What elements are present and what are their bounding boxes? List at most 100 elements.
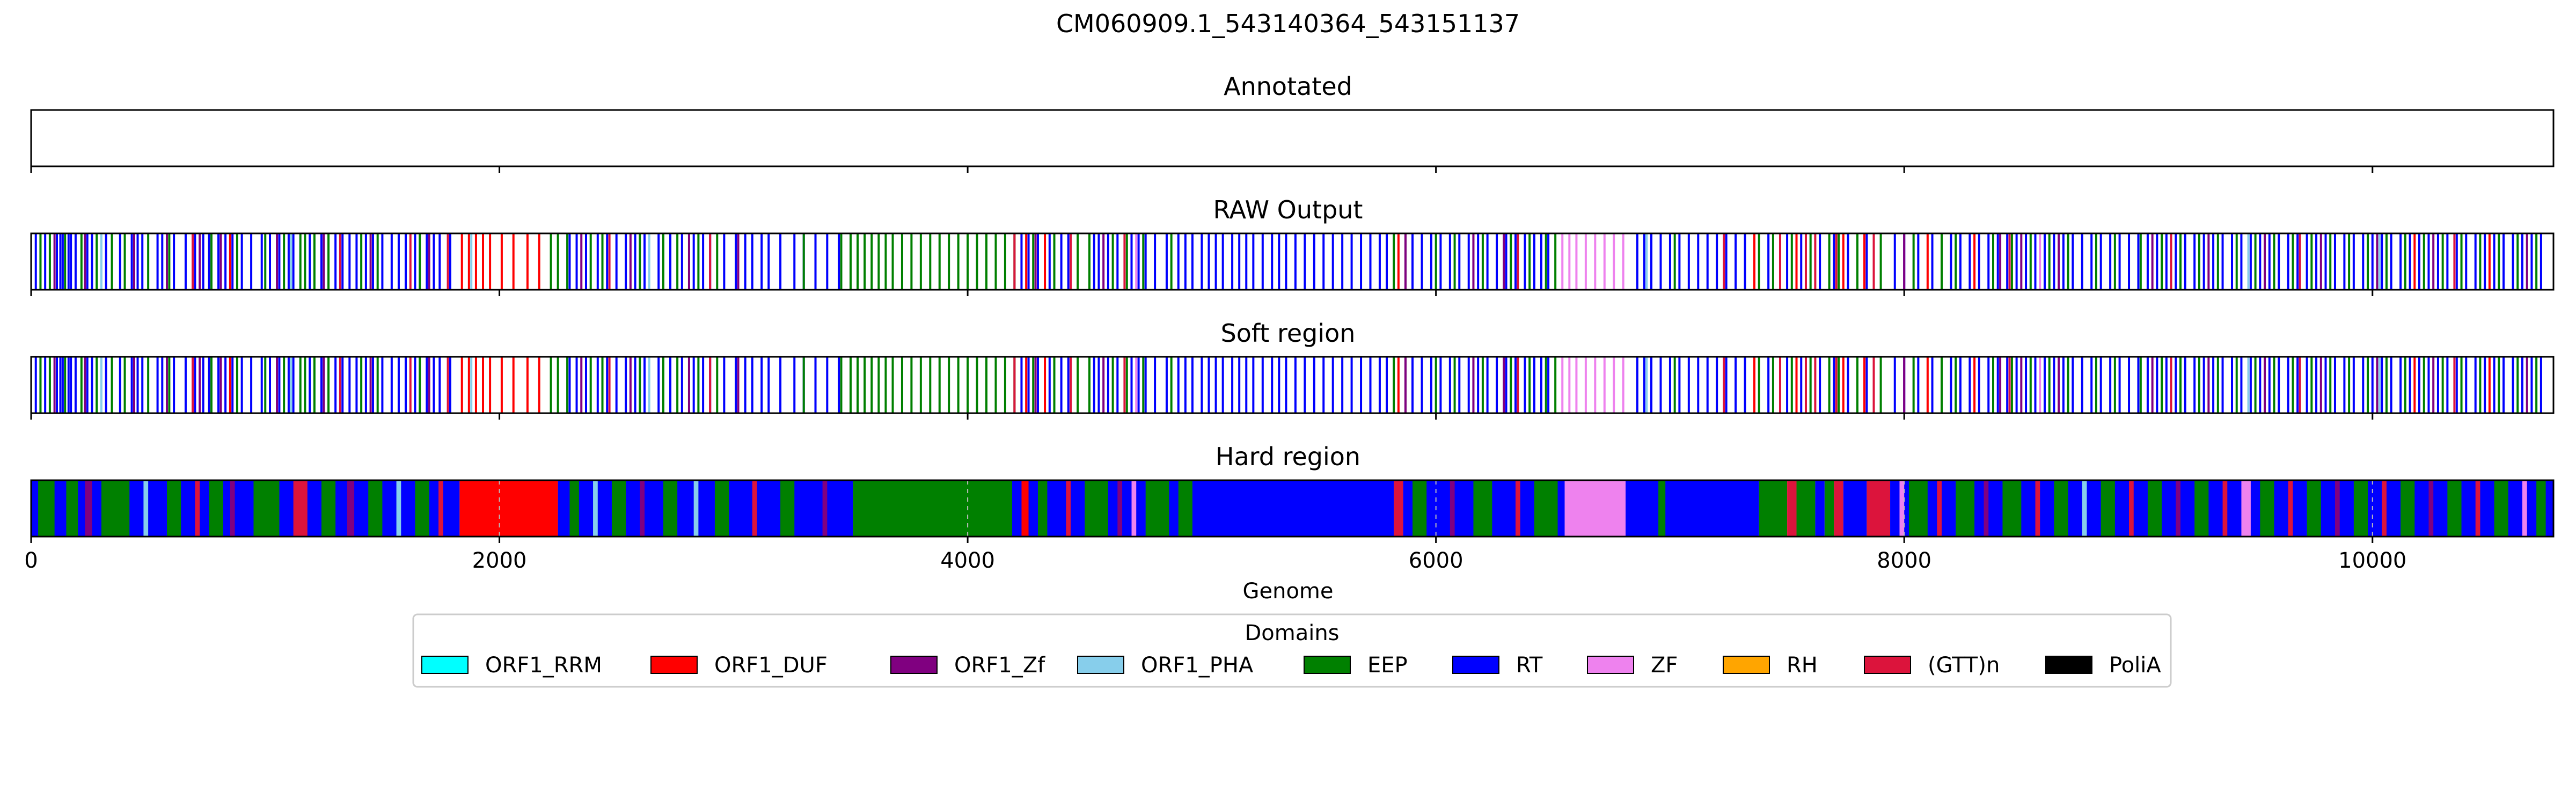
segment-zf — [1899, 480, 1905, 537]
track-body — [34, 233, 2542, 290]
segment-eep — [101, 480, 130, 537]
legend-item-orf1-pha: ORF1_PHA — [1077, 653, 1254, 678]
segment-eep — [2401, 480, 2415, 537]
legend-item-orf1-rrm: ORF1_RRM — [421, 653, 602, 678]
segment-eep — [2101, 480, 2115, 537]
x-axis-label: Genome — [1242, 579, 1333, 604]
segment-orf1-zf — [2176, 480, 2181, 537]
segment--gtt-n — [752, 480, 757, 537]
segment--gtt-n — [1937, 480, 1942, 537]
legend-item-gtt-n: (GTT)n — [1864, 653, 2000, 678]
track-title: Annotated — [1224, 72, 1352, 101]
legend-label: ORF1_DUF — [714, 653, 828, 678]
segment-orf1-pha — [593, 480, 598, 537]
segment-rt — [1192, 480, 1394, 537]
x-tick-label: 2000 — [472, 548, 527, 573]
legend-label: ORF1_PHA — [1141, 653, 1254, 678]
legend-item-polia: PoliA — [2045, 653, 2161, 678]
segment-orf1-zf — [822, 480, 828, 537]
legend-label: ORF1_RRM — [485, 653, 602, 678]
segment--gtt-n — [1867, 480, 1891, 537]
segment-zf — [1564, 480, 1626, 537]
segment--gtt-n — [438, 480, 443, 537]
legend-swatch — [1723, 656, 1770, 674]
legend-label: RT — [1516, 653, 1543, 678]
segment-orf1-pha — [693, 480, 699, 537]
track-annotated: Annotated — [30, 72, 2555, 173]
segment-eep — [2447, 480, 2462, 537]
segment-eep — [1908, 480, 1928, 537]
segment--gtt-n — [2288, 480, 2293, 537]
segment-eep — [167, 480, 181, 537]
segment-eep — [1796, 480, 1816, 537]
track-frame — [30, 356, 2555, 414]
segment-zf — [1131, 480, 1137, 537]
segment-rt — [558, 480, 853, 537]
segment-eep — [415, 480, 429, 537]
segment-eep — [1413, 480, 1427, 537]
segment-eep — [1178, 480, 1192, 537]
segment--gtt-n — [195, 480, 200, 537]
legend-item-orf1-duf: ORF1_DUF — [650, 653, 828, 678]
segment--gtt-n — [293, 480, 308, 537]
segment-rt — [1626, 480, 1759, 537]
segment-orf1-zf — [1117, 480, 1123, 537]
segment-eep — [1037, 480, 1048, 537]
legend-item-eep: EEP — [1304, 653, 1408, 678]
segment-eep — [663, 480, 678, 537]
segment-orf1-zf — [230, 480, 235, 537]
legend-swatch — [650, 656, 698, 674]
segment-orf1-pha — [2082, 480, 2087, 537]
track-hard-region: Hard region — [30, 442, 2555, 543]
segment-eep — [321, 480, 336, 537]
track-title: RAW Output — [1213, 195, 1363, 224]
segment-rt — [1843, 480, 1867, 537]
legend-swatch — [1864, 656, 1911, 674]
segment-orf1-zf — [347, 480, 355, 537]
segment-eep — [2194, 480, 2209, 537]
track-frame — [30, 109, 2555, 167]
segment-orf1-zf — [640, 480, 645, 537]
legend-swatch — [1587, 656, 1634, 674]
segment-eep — [1085, 480, 1108, 537]
legend-item-orf1-zf: ORF1_Zf — [890, 653, 1045, 678]
segment-eep — [2536, 480, 2546, 537]
segment-eep — [2054, 480, 2068, 537]
x-tick-label: 8000 — [1877, 548, 1931, 573]
segment-orf1-zf — [1984, 480, 1989, 537]
segment-orf1-zf — [1450, 480, 1455, 537]
segment-eep — [2260, 480, 2274, 537]
segment-eep — [611, 480, 626, 537]
legend: Domains ORF1_RRM ORF1_DUF ORF1_Zf ORF1_PHA EE… — [412, 613, 2172, 688]
segment-eep — [780, 480, 795, 537]
segment-eep — [2147, 480, 2162, 537]
segment--gtt-n — [2222, 480, 2228, 537]
legend-label: ZF — [1651, 653, 1678, 678]
segment-orf1-zf — [85, 480, 92, 537]
x-tick-label: 6000 — [1409, 548, 1463, 573]
track-title: Soft region — [1221, 319, 1356, 348]
segment-eep — [1145, 480, 1169, 537]
segment-orf1-pha — [143, 480, 149, 537]
legend-label: RH — [1787, 653, 1818, 678]
segment-eep — [853, 480, 1012, 537]
segment-eep — [1658, 480, 1666, 537]
segment-rt — [1815, 480, 1825, 537]
segment-rt — [1890, 480, 2553, 537]
segment-eep — [2307, 480, 2321, 537]
legend-swatch — [1077, 656, 1124, 674]
segment-eep — [569, 480, 579, 537]
segment--gtt-n — [2475, 480, 2480, 537]
legend-swatch — [421, 656, 469, 674]
segment--gtt-n — [1834, 480, 1843, 537]
segment-orf1-pha — [396, 480, 401, 537]
legend-label: (GTT)n — [1928, 653, 2000, 678]
segment-zf — [2241, 480, 2251, 537]
segment-eep — [209, 480, 223, 537]
segment-eep — [1534, 480, 1558, 537]
segment--gtt-n — [2035, 480, 2040, 537]
segment-eep — [2353, 480, 2368, 537]
legend-label: ORF1_Zf — [954, 653, 1045, 678]
